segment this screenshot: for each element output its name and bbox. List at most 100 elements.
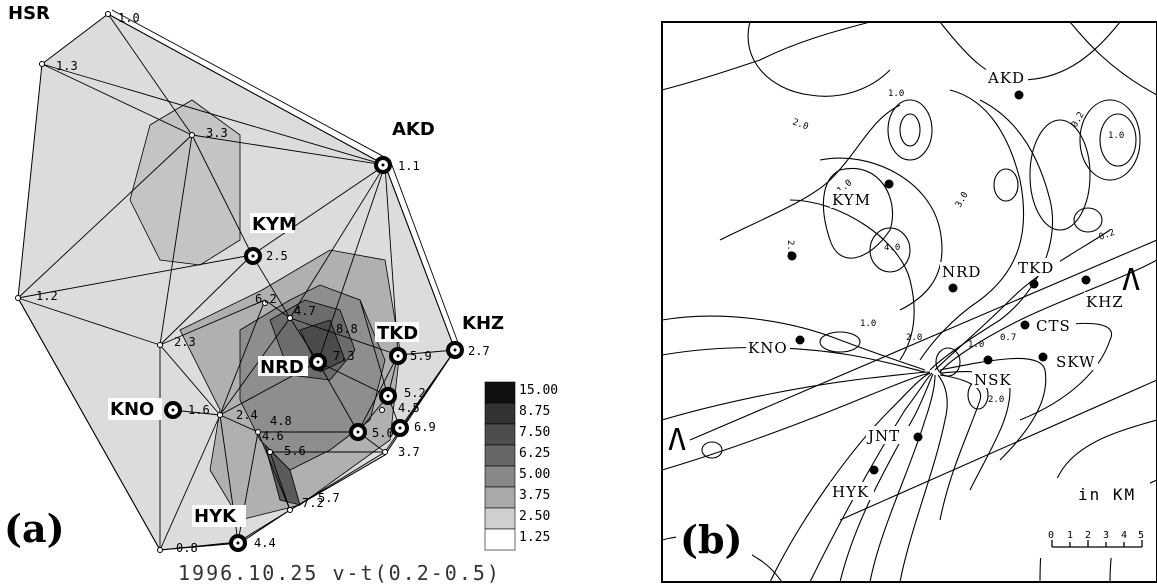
station-marker-hyk [229, 534, 247, 552]
station-label-khz: KHZ [1086, 293, 1124, 311]
node-value: 5.2 [404, 386, 426, 400]
station-marker-a2 [349, 423, 367, 441]
legend-label: 2.50 [519, 509, 550, 524]
node-value: 1.2 [36, 289, 58, 303]
node-values: 1.3 3.3 1.2 2.3 6.2 4.7 8.8 5.2 4.5 5.0 … [36, 59, 436, 555]
station-dot-nsk [983, 355, 993, 365]
value-hsr: 1.0 [118, 11, 140, 25]
legend-label: 6.25 [519, 446, 550, 461]
contour-label: 2.0 [906, 333, 922, 343]
value-khz: 2.7 [468, 344, 490, 358]
station-code-hsr: HSR [8, 3, 50, 24]
region-level-7 [264, 443, 301, 506]
node-value: 4.5 [398, 401, 420, 415]
station-dot-kno [795, 335, 805, 345]
section-marker-left: Λ [668, 423, 686, 458]
legend-swatch [484, 528, 516, 551]
value-akd: 1.1 [398, 159, 420, 173]
scale-tick: 2 [1085, 530, 1091, 541]
contour-label: 0.7 [1000, 333, 1016, 343]
panel-a-interpolation-map: HSR AKD KYM TKD KHZ NRD KNO HYK 1.0 1.1 … [4, 2, 558, 585]
node-value: 3.7 [398, 445, 420, 459]
value-kno: 1.6 [188, 403, 210, 417]
station-dot-tkd [1029, 279, 1039, 289]
node-value: 2.3 [174, 335, 196, 349]
mesh-nodes [15, 11, 388, 553]
station-marker-nrd [309, 353, 327, 371]
cross-section [689, 239, 1157, 521]
station-label-kym: KYM [832, 191, 871, 209]
scale-tick: 0 [1048, 530, 1054, 541]
legend: 15.00 8.75 7.50 6.25 5.00 3.75 2.50 1.25 [484, 381, 558, 551]
node-value: 0.8 [176, 541, 198, 555]
legend-swatch [484, 465, 516, 488]
panel-b-label: (b) [680, 517, 743, 562]
value-nrd: 7.3 [333, 349, 355, 363]
stations-b [787, 90, 1091, 475]
contour-label: 1.0 [968, 340, 984, 350]
value-kym: 2.5 [266, 249, 288, 263]
legend-label: 8.75 [519, 404, 550, 419]
station-code-kym: KYM [252, 214, 297, 235]
node-value: 5.0 [372, 426, 394, 440]
station-label-cts: CTS [1036, 317, 1071, 335]
contour-label: 2.0 [785, 240, 795, 256]
contour-label: 1.0 [1108, 131, 1124, 141]
scale-tick: 1 [1067, 530, 1073, 541]
node-value: 8.8 [336, 322, 358, 336]
station-dot-nrd [948, 283, 958, 293]
node-value: 5.6 [284, 444, 306, 458]
legend-label: 5.00 [519, 467, 550, 482]
station-dot-khz [1081, 275, 1091, 285]
panel-b-contour-map: Λ Λ 2.0 1.0 0.2 1.0 0.2 1.0 2.0 4.0 3.0 … [661, 21, 1157, 583]
node-value: 4.6 [262, 429, 284, 443]
station-values: 1.0 1.1 2.5 5.9 2.7 7.3 1.6 4.4 [118, 11, 490, 550]
legend-swatch [484, 423, 516, 446]
station-label-hyk: HYK [832, 483, 869, 501]
station-dot-kym [884, 179, 894, 189]
station-code-tkd: TKD [377, 323, 418, 344]
station-marker-kno [164, 401, 182, 419]
station-dot-hyk [869, 465, 879, 475]
contour-lines [661, 21, 1157, 583]
station-dot-jnt [913, 432, 923, 442]
node-value: 6.2 [255, 292, 277, 306]
contour-label: 1.0 [860, 319, 876, 329]
station-label-tkd: TKD [1018, 259, 1054, 277]
scale-tick: 5 [1138, 530, 1144, 541]
station-label-nsk: NSK [974, 371, 1012, 389]
station-label-akd: AKD [987, 69, 1025, 87]
node-value: 3.3 [206, 126, 228, 140]
station-labels-b: AKD KYM NRD TKD KHZ CTS KNO NSK SKW JNT … [746, 68, 1128, 501]
station-marker-a3 [391, 419, 409, 437]
node-value: 2.4 [236, 408, 258, 422]
station-code-khz: KHZ [462, 313, 504, 334]
node-value: 7.2 [302, 496, 324, 510]
station-code-kno: KNO [110, 399, 154, 420]
legend-swatch [484, 507, 516, 530]
station-marker-tkd [389, 347, 407, 365]
scale-bar: in KM 0 1 2 3 4 5 [1040, 478, 1150, 558]
scale-tick: 4 [1121, 530, 1127, 541]
station-label-jnt: JNT [866, 427, 900, 445]
legend-swatch [484, 444, 516, 467]
legend-label: 1.25 [519, 530, 550, 545]
station-dot-skw [1038, 352, 1048, 362]
scale-title: in KM [1078, 485, 1136, 504]
legend-swatch [484, 402, 516, 425]
node-value: 5.7 [318, 491, 340, 505]
contour-label: 4.0 [884, 243, 900, 253]
section-marker-right: Λ [1122, 263, 1140, 298]
station-code-nrd: NRD [260, 357, 304, 378]
station-dot-west [787, 251, 797, 261]
node-value: 4.8 [270, 414, 292, 428]
station-marker-akd [374, 156, 392, 174]
contour-label: 1.0 [888, 89, 904, 99]
station-markers [164, 156, 464, 552]
contour-label: 2.0 [988, 395, 1004, 405]
value-hyk: 4.4 [254, 536, 276, 550]
station-code-akd: AKD [392, 119, 435, 140]
station-marker-a1 [379, 387, 397, 405]
station-dot-cts [1020, 320, 1030, 330]
station-dot-akd [1014, 90, 1024, 100]
